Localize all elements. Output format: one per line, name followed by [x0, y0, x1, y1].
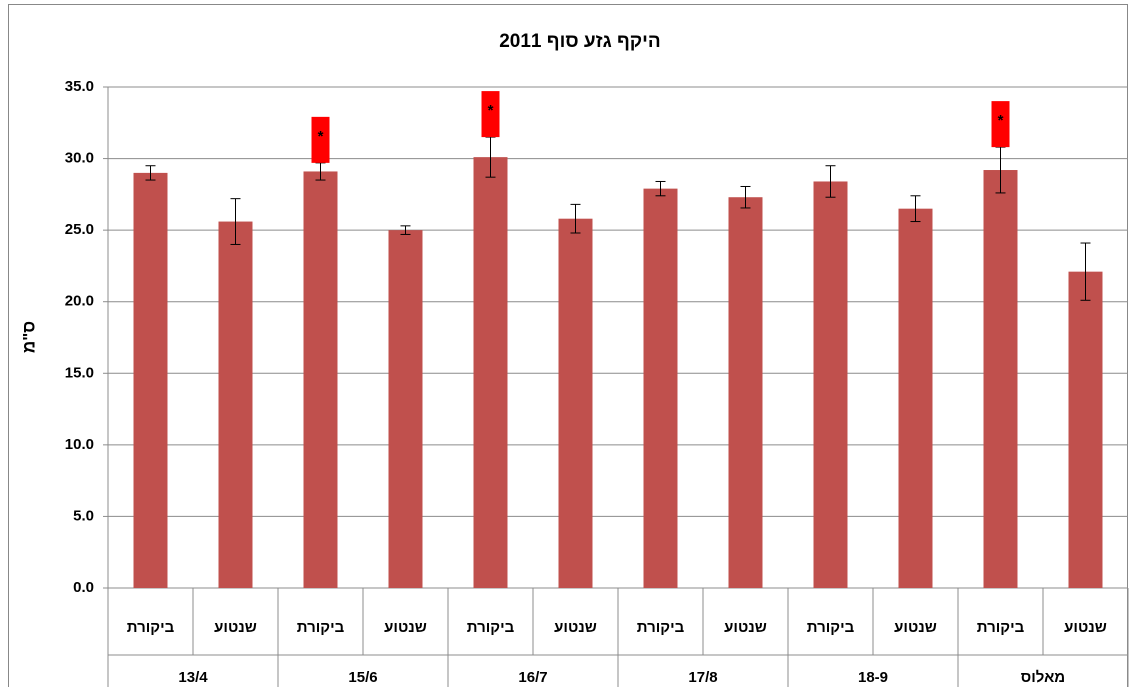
group-label: 16/7 [518, 669, 547, 686]
bar [388, 230, 423, 588]
group-label: מאלוס [1021, 669, 1065, 686]
group-label: 13/4 [178, 669, 208, 686]
annotation: * [318, 128, 324, 145]
annotation-box [481, 91, 500, 138]
chart-title: היקף גזע סוף 2011 [499, 31, 661, 52]
x-tick-label: שנטוע [724, 619, 767, 636]
y-tick-label: 20.0 [65, 293, 94, 310]
x-tick-label: שנטוע [554, 619, 597, 636]
y-tick-label: 0.0 [73, 579, 94, 596]
bar [303, 171, 338, 588]
bar [558, 218, 593, 589]
y-tick-label: 15.0 [65, 364, 94, 381]
x-tick-label: ביקורת [127, 619, 175, 636]
group-label: 18-9 [858, 669, 888, 686]
x-tick-label: שנטוע [214, 619, 257, 636]
y-axis-label: ס"מ [19, 321, 38, 353]
y-tick-label: 25.0 [65, 221, 94, 238]
x-tick-label: ביקורת [637, 619, 685, 636]
bar [473, 157, 508, 588]
x-tick-label: ביקורת [977, 619, 1025, 636]
annotation-box [991, 101, 1010, 148]
y-tick-label: 35.0 [65, 78, 94, 95]
y-tick-label: 30.0 [65, 150, 94, 167]
bar [898, 208, 933, 588]
x-tick-label: ביקורת [807, 619, 855, 636]
y-tick-label: 5.0 [73, 507, 94, 524]
x-tick-label: שנטוע [894, 619, 937, 636]
bar [1068, 271, 1103, 588]
x-tick-label: שנטוע [384, 619, 427, 636]
annotation-box [311, 116, 330, 163]
annotation: * [488, 102, 494, 119]
bar [218, 221, 253, 588]
x-tick-label: שנטוע [1064, 619, 1107, 636]
group-label: 17/8 [688, 669, 717, 686]
y-tick-label: 10.0 [65, 436, 94, 453]
bar [813, 181, 848, 588]
annotation: * [998, 112, 1004, 129]
bar [983, 170, 1018, 588]
bar [728, 197, 763, 588]
x-tick-label: ביקורת [297, 619, 345, 636]
bar [133, 172, 168, 588]
x-tick-label: ביקורת [467, 619, 515, 636]
bar [643, 188, 678, 589]
group-label: 15/6 [348, 669, 377, 686]
